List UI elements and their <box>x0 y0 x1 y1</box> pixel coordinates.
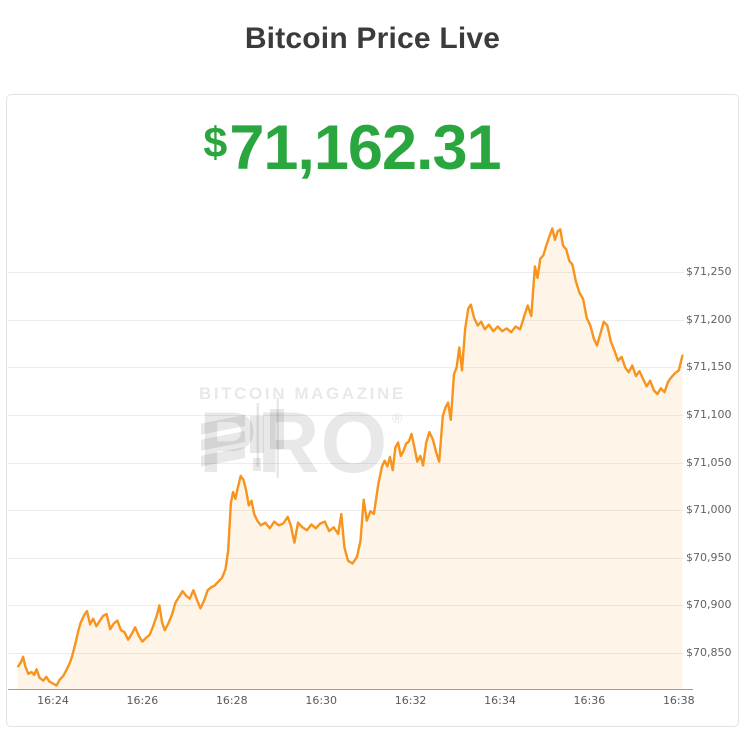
x-axis-tick-label: 16:38 <box>662 694 695 707</box>
x-axis-tick-label: 16:28 <box>215 694 248 707</box>
y-axis-tick-label: $71,000 <box>686 503 732 517</box>
x-axis-tick-label: 16:24 <box>37 694 69 707</box>
y-axis-tick-label: $71,200 <box>686 312 732 326</box>
y-axis-tick-label: $70,900 <box>686 598 732 612</box>
x-axis-tick-label: 16:36 <box>573 694 606 707</box>
y-axis-tick-label: $70,850 <box>686 646 732 659</box>
price-chart-card: $71,162.31 BITCOIN <box>6 94 739 727</box>
x-axis-tick-label: 16:30 <box>305 694 338 707</box>
chart-grid-and-area <box>8 228 693 690</box>
x-axis-tick-label: 16:34 <box>484 694 516 707</box>
y-axis-tick-label: $70,950 <box>686 550 732 564</box>
price-line-path <box>16 227 684 687</box>
y-axis-tick-label: $71,050 <box>686 455 732 469</box>
price-value: 71,162.31 <box>229 113 501 183</box>
page-title: Bitcoin Price Live <box>244 22 501 55</box>
current-price: $71,162.31 <box>7 117 697 180</box>
currency-symbol: $ <box>203 119 228 167</box>
y-axis-tick-label: $71,100 <box>686 408 732 421</box>
area-fill <box>18 228 683 689</box>
y-axis-tick-label: $71,250 <box>686 265 732 279</box>
price-line <box>16 227 684 687</box>
x-axis-tick-label: 16:26 <box>126 694 159 707</box>
price-chart[interactable]: BITCOIN MAGAZINE PRO ® $71,250 $71,200 $71,… <box>7 95 738 726</box>
y-axis-tick-label: $71,150 <box>686 360 732 374</box>
x-axis-tick-label: 16:32 <box>394 694 427 707</box>
